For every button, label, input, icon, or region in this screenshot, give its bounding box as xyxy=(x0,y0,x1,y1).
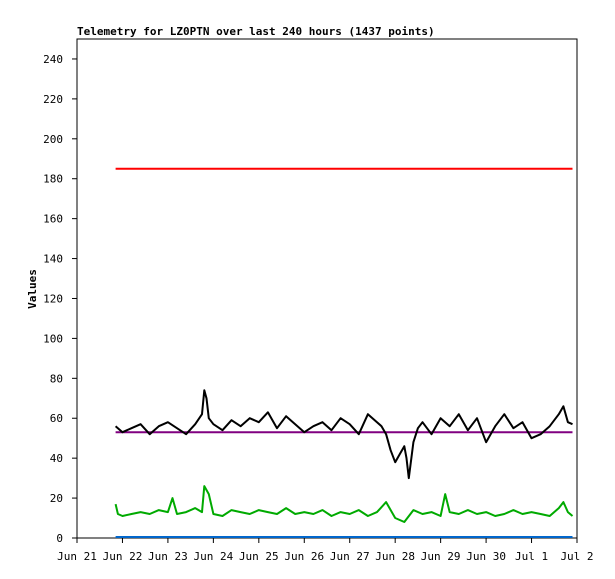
y-tick-label: 120 xyxy=(43,292,63,305)
y-tick-label: 100 xyxy=(43,332,63,345)
x-tick-label: Jun 22 xyxy=(103,550,143,563)
chart-title: Telemetry for LZ0PTN over last 240 hours… xyxy=(77,25,435,38)
x-tick-label: Jun 30 xyxy=(466,550,506,563)
x-tick-label: Jul 1 xyxy=(515,550,548,563)
y-axis-label: Values xyxy=(26,269,39,309)
y-tick-label: 60 xyxy=(50,412,63,425)
x-tick-label: Jun 24 xyxy=(193,550,233,563)
x-tick-label: Jun 26 xyxy=(284,550,324,563)
x-tick-label: Jun 23 xyxy=(148,550,188,563)
x-axis-ticks: Jun 21 Jun 22 Jun 23 Jun 24 Jun 25 Jun 26 Jun … xyxy=(57,538,594,563)
y-tick-label: 140 xyxy=(43,253,63,266)
x-tick-label: Jul 2 xyxy=(560,550,593,563)
x-tick-label: Jun 25 xyxy=(239,550,279,563)
y-tick-label: 240 xyxy=(43,53,63,66)
y-tick-label: 200 xyxy=(43,133,63,146)
x-tick-label: Jun 27 xyxy=(330,550,370,563)
y-tick-label: 160 xyxy=(43,213,63,226)
x-tick-label: Jun 21 xyxy=(57,550,97,563)
y-tick-label: 180 xyxy=(43,173,63,186)
x-tick-label: Jun 28 xyxy=(375,550,415,563)
y-tick-label: 20 xyxy=(50,492,63,505)
plot-area-frame xyxy=(76,38,578,539)
y-tick-label: 80 xyxy=(50,372,63,385)
y-axis-ticks: 0 20 40 60 80 100 120 140 160 180 200 220 240 xyxy=(43,53,77,545)
series-line-3 xyxy=(114,389,573,480)
y-tick-label: 220 xyxy=(43,93,63,106)
y-tick-label: 0 xyxy=(56,532,63,545)
x-tick-label: Jun 29 xyxy=(421,550,461,563)
y-tick-label: 40 xyxy=(50,452,63,465)
series-layer xyxy=(114,167,574,538)
series-line-4 xyxy=(114,485,574,523)
